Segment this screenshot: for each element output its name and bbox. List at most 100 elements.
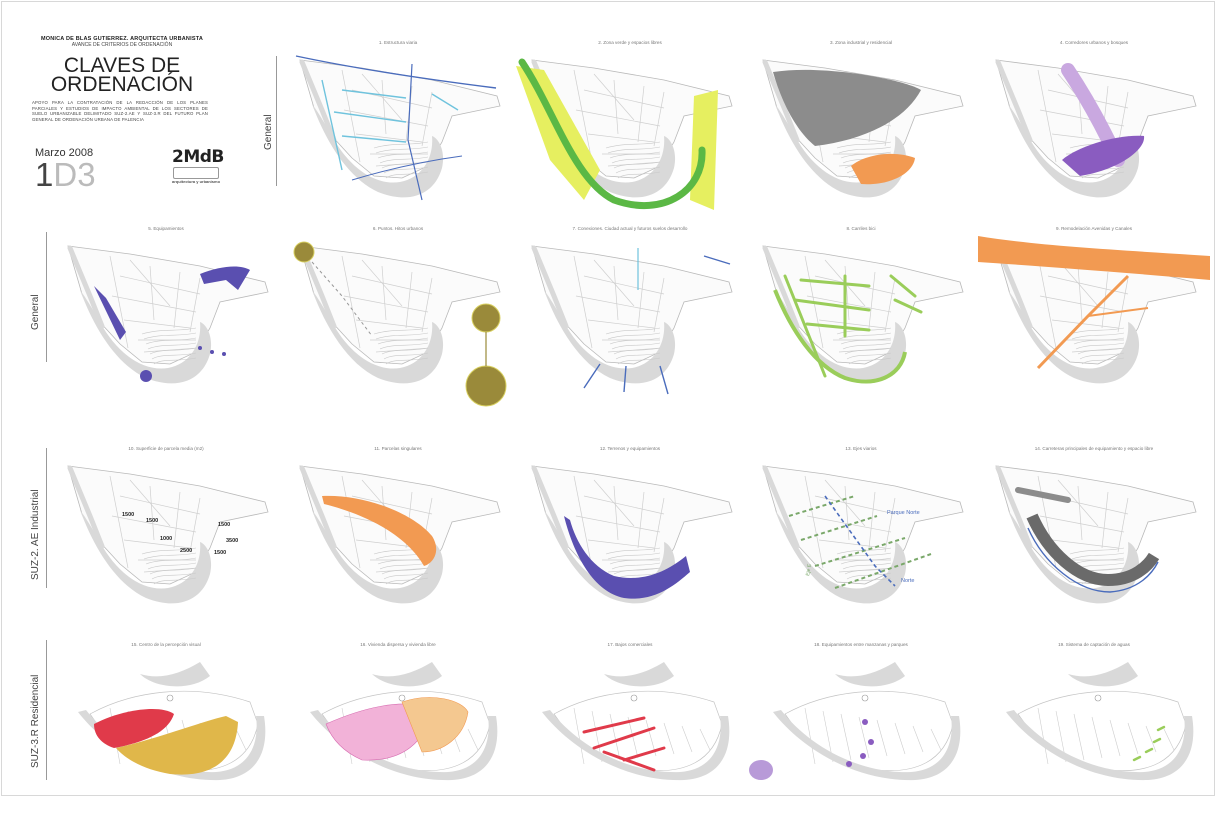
sheet-title-line2: ORDENACIÓN (50, 73, 194, 96)
map-outline (762, 245, 964, 365)
industrial-zone (773, 69, 921, 146)
map-drawing (516, 58, 733, 210)
map-street (587, 319, 655, 329)
base-map (299, 245, 501, 384)
map-street (844, 485, 850, 541)
map-drawing (295, 55, 501, 201)
visual-surround (116, 716, 238, 775)
map-node (166, 694, 174, 702)
map-street (467, 728, 479, 751)
parcel-size-label: 1500 (122, 512, 134, 518)
map-street (653, 277, 665, 333)
map-ring (775, 104, 907, 198)
water-capture-mark (1156, 725, 1166, 732)
map-residential-line (844, 347, 892, 355)
map-residential-line (838, 146, 892, 154)
map-panel: 11. Parcelas singulares (282, 446, 514, 626)
map-residential-line (1073, 337, 1125, 345)
map-residential-line (375, 146, 429, 154)
map-drawing (542, 662, 730, 781)
map-panel: 9. Remodelación Avenidas y Canales (978, 226, 1210, 406)
connection-east (703, 255, 731, 265)
map-residential-line (153, 357, 197, 365)
row-label: General (30, 294, 41, 330)
connection-south (583, 363, 601, 389)
sheet-subtitle: AVANCE DE CRITERIOS DE ORDENACIÓN (71, 42, 173, 48)
map-residential-line (151, 352, 197, 360)
map-street (405, 271, 413, 329)
park-blob (749, 760, 773, 780)
map-street (587, 133, 655, 143)
panel-title: 3. Zona industrial y residencial (829, 40, 893, 45)
forest-area (1062, 135, 1145, 176)
map-street (1127, 722, 1139, 755)
map-residential-line (1077, 347, 1125, 355)
main-road-ring (1026, 513, 1160, 587)
map-street (637, 85, 645, 143)
road-north-south (407, 63, 423, 201)
panel-title: 12. Terrenos y equipamientos (599, 446, 661, 451)
map-drawing (310, 662, 498, 781)
map-river (995, 465, 1033, 549)
landmark-path (311, 261, 373, 337)
map-street (858, 716, 870, 759)
map-street (637, 271, 645, 329)
sheet-code-number: 1 (35, 156, 54, 193)
map-river (762, 465, 800, 549)
map-street (573, 475, 593, 569)
base-map (995, 245, 1197, 384)
equipment-point (198, 346, 202, 350)
row-label: General (263, 114, 274, 150)
map-residential-line (607, 552, 661, 560)
bike-ring (773, 289, 907, 384)
author-line: MONICA DE BLAS GUTIERREZ. ARQUITECTA URB… (40, 36, 204, 42)
landmark-east (471, 303, 501, 333)
map-node (398, 694, 406, 702)
map-residential-line (838, 332, 892, 340)
bike-lane (889, 274, 917, 298)
map-drawing (531, 245, 733, 395)
map-residential-line (385, 357, 429, 365)
map-street (894, 722, 906, 755)
map-river (67, 245, 105, 329)
map-street (1117, 497, 1129, 553)
map-residential-line (615, 352, 661, 360)
map-panel: 3. Zona industrial y residencial (745, 40, 977, 220)
map-drawing (762, 245, 964, 384)
map-street (868, 271, 876, 329)
map-panel: 14. Carreteras principales de equipamien… (978, 446, 1210, 626)
map-residential-line (611, 342, 661, 350)
map-street (587, 539, 655, 549)
map-panel: 6. Puntos. Hitos urbanos (282, 226, 514, 407)
base-map (762, 465, 964, 604)
panel-title: 4. Corredores urbanos y bosques (1059, 40, 1129, 45)
map-river (762, 59, 800, 143)
map-river (995, 245, 1033, 329)
map-outline (1017, 690, 1187, 772)
map-ring (80, 510, 212, 604)
logo-text: 2MdB (172, 147, 224, 167)
map-street (573, 255, 593, 349)
base-map-residential (773, 662, 961, 781)
map-river (762, 245, 800, 329)
map-street (575, 109, 661, 127)
map-street (341, 69, 361, 163)
map-street (1037, 255, 1057, 349)
equipment-point (222, 352, 226, 356)
base-map (67, 245, 269, 384)
map-residential-line (147, 562, 197, 570)
map-street (421, 91, 433, 147)
map-panel: 16. Vivienda dispersa y vivienda libre (282, 642, 514, 822)
map-street (1145, 725, 1157, 753)
panel-title: 10. Superficie de parcela media (m2) (128, 446, 204, 451)
logo-mark-icon (173, 167, 219, 179)
map-street (663, 722, 675, 755)
map-street (1077, 265, 1083, 321)
map-residential-line (1073, 557, 1125, 565)
axis-blue (824, 495, 896, 587)
sheet-title: CLAVES DE ORDENACIÓN (32, 55, 212, 96)
sheet-description: APOYO PARA LA CONTRATACIÓN DE LA REDACCI… (32, 100, 208, 122)
commercial-strip (582, 716, 646, 734)
equipment-point (860, 753, 866, 759)
map-street (149, 265, 155, 321)
